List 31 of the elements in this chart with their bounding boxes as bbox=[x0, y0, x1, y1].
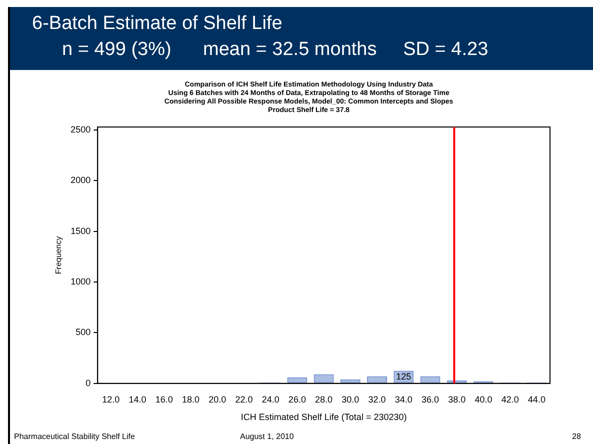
x-tick-label: 24.0 bbox=[262, 394, 280, 404]
y-tick-label: 0 bbox=[86, 378, 91, 388]
y-tick-label: 500 bbox=[76, 327, 91, 338]
x-tick-label: 20.0 bbox=[208, 394, 226, 404]
x-axis-title: ICH Estimated Shelf Life (Total = 230230) bbox=[240, 412, 407, 422]
x-tick-label: 34.0 bbox=[394, 394, 412, 404]
x-tick-label: 44.0 bbox=[528, 394, 546, 404]
x-tick-label: 26.0 bbox=[288, 394, 306, 404]
chart-subtitle: n = 499 (3%) mean = 32.5 months SD = 4.23 bbox=[62, 39, 488, 61]
x-tick-label: 12.0 bbox=[102, 394, 120, 404]
y-tick-label: 2000 bbox=[70, 175, 91, 186]
x-tick-label: 16.0 bbox=[155, 394, 173, 404]
text: Pharmaceutical Stability Shelf Life bbox=[14, 432, 135, 441]
x-tick-label: 14.0 bbox=[128, 394, 146, 404]
y-tick-label: 1500 bbox=[70, 226, 91, 236]
text: 28 bbox=[572, 432, 581, 441]
text: August 1, 2010 bbox=[240, 432, 294, 441]
y-axis-title: Frequency bbox=[54, 236, 64, 274]
x-tick-label: 32.0 bbox=[368, 394, 386, 404]
x-tick-label: 18.0 bbox=[182, 394, 200, 404]
x-tick-label: 28.0 bbox=[315, 394, 333, 404]
x-tick-label: 30.0 bbox=[342, 394, 360, 404]
x-tick-label: 38.0 bbox=[448, 394, 466, 404]
y-tick-label: 2500 bbox=[70, 124, 91, 135]
y-tick-label: 1000 bbox=[70, 276, 91, 287]
x-tick-label: 36.0 bbox=[421, 394, 440, 404]
chart-title: 6-Batch Estimate of Shelf Life bbox=[32, 13, 282, 35]
x-tick-label: 40.0 bbox=[474, 394, 492, 404]
x-tick-label: 22.0 bbox=[235, 394, 253, 404]
x-tick-label: 42.0 bbox=[501, 394, 519, 404]
data-label: 125 bbox=[396, 371, 412, 382]
